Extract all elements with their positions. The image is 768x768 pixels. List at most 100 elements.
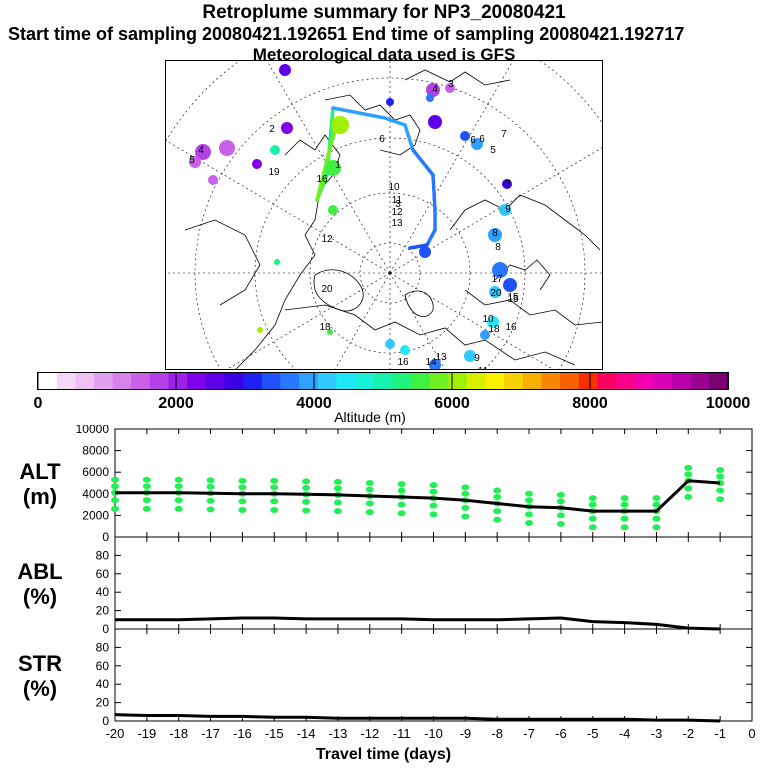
map-day-label: 3 — [395, 199, 401, 210]
plume-dot — [499, 204, 511, 216]
trajectory-segment — [383, 116, 407, 127]
alt-scatter-dot — [652, 515, 661, 522]
colorbar-swatch — [709, 373, 729, 389]
colorbar-swatch — [56, 373, 76, 389]
y-tick-label: 0 — [102, 714, 109, 728]
trajectory-segment — [403, 123, 415, 152]
plume-dot — [492, 262, 508, 278]
map-coastlines — [184, 69, 603, 370]
map-day-label: 16 — [316, 174, 328, 185]
map-day-label: 16 — [505, 322, 517, 333]
colorbar-swatch — [168, 373, 188, 389]
alt-scatter-dot — [111, 483, 119, 490]
alt-scatter-dot — [397, 501, 406, 508]
alt-scatter-dot — [620, 515, 629, 522]
x-tick-label: -14 — [297, 726, 316, 741]
alt-scatter-dot — [302, 507, 311, 514]
y-tick-label: 20 — [96, 696, 110, 710]
y-axis-label: (%) — [23, 584, 57, 609]
alt-scatter-dot — [238, 484, 247, 491]
x-tick-label: -2 — [683, 726, 695, 741]
plume-dot — [331, 116, 349, 134]
map-day-label: 12 — [321, 234, 333, 245]
panel-str: 0 20 40 60 80 STR(%) — [18, 628, 753, 728]
plume-dot — [219, 140, 235, 156]
trajectory-segment — [431, 173, 437, 212]
colorbar-swatch — [261, 373, 281, 389]
y-axis-label: ABL — [17, 559, 62, 584]
colorbar-swatch — [355, 373, 375, 389]
colorbar-swatch — [578, 373, 598, 389]
colorbar-swatch — [299, 373, 319, 389]
map-day-label: 12 — [391, 207, 403, 218]
map-day-label: 4 — [432, 84, 438, 95]
plume-dot — [445, 83, 455, 93]
colorbar-tick-label: 2000 — [158, 395, 194, 412]
colorbar-swatch — [634, 373, 654, 389]
alt-scatter-dot — [620, 495, 629, 502]
x-tick-label: -7 — [523, 726, 535, 741]
trajectory-segment — [325, 128, 337, 162]
map-day-label: 18 — [488, 324, 500, 335]
y-tick-label: 0 — [102, 530, 109, 544]
plume-dot — [270, 145, 280, 155]
map-day-label: 15 — [507, 294, 519, 305]
colorbar-label: Altitude (m) — [334, 409, 406, 425]
plume-dot — [419, 246, 431, 258]
colorbar-swatch — [522, 373, 543, 389]
map-day-label: 6 — [479, 134, 485, 145]
panel-frame — [114, 536, 753, 630]
x-tick-label: 0 — [748, 726, 755, 741]
alt-scatter-dot — [588, 524, 597, 531]
y-tick-label: 0 — [102, 622, 109, 636]
map-day-label: 8 — [495, 242, 501, 253]
x-tick-label: -20 — [106, 726, 125, 741]
plume-dot — [252, 159, 262, 169]
alt-scatter-dot — [716, 496, 725, 503]
alt-scatter-dot — [525, 490, 534, 497]
map-day-label: 7 — [505, 179, 511, 190]
chart-title: Retroplume summary for NP3_20080421 — [202, 2, 566, 23]
alt-scatter-dot — [270, 477, 279, 484]
plume-dot — [208, 175, 218, 185]
x-tick-label: -6 — [555, 726, 567, 741]
plume-dot — [327, 329, 333, 335]
alt-scatter-dot — [174, 505, 183, 512]
colorbar-swatch — [672, 373, 692, 389]
alt-scatter-dot — [588, 495, 597, 502]
alt-scatter-dot — [270, 484, 279, 491]
map-day-label: 14 — [425, 357, 437, 368]
colorbar-swatch — [131, 373, 151, 389]
alt-scatter-dot — [206, 483, 215, 490]
alt-scatter-dot — [142, 505, 151, 512]
alt-scatter-dot — [684, 485, 693, 492]
colorbar-swatch — [653, 373, 673, 389]
map-day-label: 10 — [482, 314, 494, 325]
y-tick-label: 40 — [96, 677, 110, 691]
x-tick-label: -1 — [714, 726, 726, 741]
alt-scatter-dot — [716, 467, 725, 474]
colorbar-swatch — [485, 373, 505, 389]
y-tick-label: 60 — [96, 567, 110, 581]
alt-scatter-dot — [333, 485, 342, 492]
map-day-label: 20 — [490, 288, 502, 299]
map-day-label: 2 — [269, 124, 275, 135]
x-tick-label: -18 — [169, 726, 188, 741]
retroplume-map: 6101112132454398765678172015101816911191… — [165, 60, 603, 370]
map-day-label: 9 — [505, 204, 511, 215]
alt-scatter-dot — [142, 497, 151, 504]
x-tick-label: -8 — [491, 726, 503, 741]
alt-scatter-dot — [333, 499, 342, 506]
plume-dot — [487, 316, 499, 328]
y-axis-label: (m) — [23, 484, 57, 509]
alt-scatter-dot — [365, 480, 374, 486]
map-day-label: 3 — [448, 79, 454, 90]
alt-scatter-dot — [652, 501, 661, 508]
plume-dot — [325, 160, 341, 176]
colorbar-swatch — [187, 373, 207, 389]
colorbar-swatch — [410, 373, 431, 389]
alt-scatter-dot — [556, 521, 565, 528]
day-labels: 6101112132454398765678172015101816911191… — [189, 79, 519, 370]
alt-scatter-dot — [174, 476, 183, 483]
map-day-label: 18 — [319, 322, 331, 333]
